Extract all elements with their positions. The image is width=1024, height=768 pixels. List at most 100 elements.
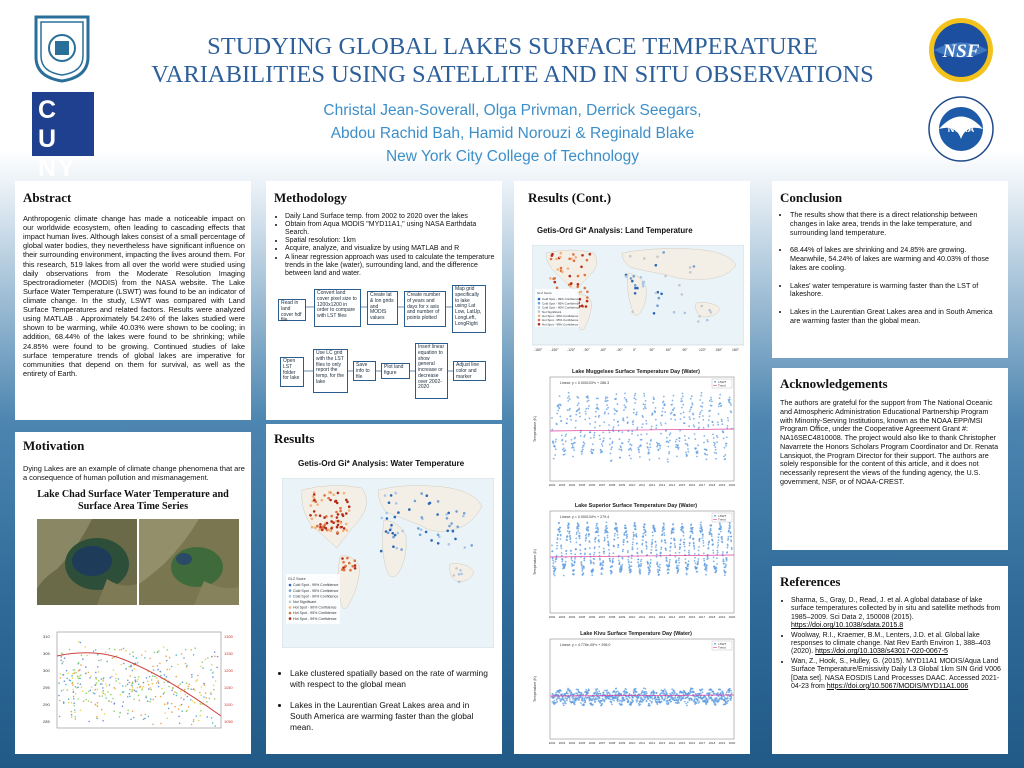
chart-x-tick: 2016 xyxy=(689,741,696,745)
lake-chad-point xyxy=(113,648,116,651)
chart-point xyxy=(682,534,685,537)
map-dot xyxy=(581,254,584,257)
lake-chad-point xyxy=(60,690,63,692)
lake-chad-point xyxy=(200,665,202,668)
chart-point xyxy=(562,453,565,456)
chart-point xyxy=(712,433,714,436)
chart-point xyxy=(730,546,733,549)
chart-point xyxy=(638,564,641,567)
chart-point xyxy=(707,547,710,549)
acknowledgements-text: The authors are grateful for the support… xyxy=(780,398,999,487)
chart-point xyxy=(718,522,721,525)
map-dot xyxy=(339,506,342,510)
lake-chad-point xyxy=(123,662,125,665)
map-dot xyxy=(336,519,340,523)
chart-point xyxy=(595,527,597,529)
chart-point xyxy=(592,562,595,565)
map-x-tick: 90° xyxy=(683,348,689,352)
chart-point xyxy=(598,414,600,417)
chart-point xyxy=(629,447,632,450)
lake-chad-point xyxy=(87,671,90,674)
chart-point xyxy=(577,402,580,405)
results-bullet-1: Lake clustered spatially based on the ra… xyxy=(290,668,492,690)
map-dot xyxy=(344,564,347,568)
legend-item: Hot Spot - 99% Confidence xyxy=(542,322,579,326)
chart-point xyxy=(635,413,638,416)
lake-chad-point xyxy=(203,682,205,685)
chart-x-tick: 2017 xyxy=(699,615,706,619)
chart-point xyxy=(693,560,696,562)
lake-chad-point xyxy=(137,694,140,697)
lake-chad-point xyxy=(122,691,125,693)
chart-point xyxy=(730,697,733,699)
chart-point xyxy=(722,437,725,440)
chart-point xyxy=(729,699,732,701)
chart-point xyxy=(705,567,708,569)
chart-point xyxy=(586,395,589,397)
lake-chad-point xyxy=(113,710,115,712)
chart-point xyxy=(584,539,587,542)
map-dot xyxy=(629,277,633,280)
chart-point xyxy=(711,421,714,424)
flow-step-1: Read in land cover hdf file xyxy=(278,299,306,323)
legend-swatch xyxy=(537,322,541,326)
map-dot xyxy=(345,522,348,526)
lake-chad-point xyxy=(100,708,103,711)
noaa-logo-text: NOAA xyxy=(948,124,975,134)
lake-chad-point xyxy=(146,700,149,702)
chart-point xyxy=(730,411,733,414)
chart-point xyxy=(609,452,612,455)
chart-point xyxy=(555,423,558,426)
lake-chad-point xyxy=(104,651,107,654)
lake-chad-point xyxy=(185,666,188,668)
chart-point xyxy=(698,426,700,429)
reference-1-link[interactable]: https://doi.org/10.1038/sdata.2015.8 xyxy=(791,622,904,630)
chart-point xyxy=(614,532,616,535)
chart-point xyxy=(600,563,602,565)
chart-point xyxy=(638,448,640,451)
chart-point xyxy=(554,567,557,570)
chart-point xyxy=(644,692,646,695)
chart-point xyxy=(649,565,652,568)
motivation-text: Dying Lakes are an example of climate ch… xyxy=(23,464,245,483)
chart-point xyxy=(648,452,651,455)
chart-point xyxy=(603,552,605,555)
lake-chad-point xyxy=(112,697,114,700)
chart-point xyxy=(667,571,670,574)
chart-point xyxy=(643,406,646,408)
chart-point xyxy=(572,695,575,698)
chart-point xyxy=(608,554,611,557)
lake-chad-point xyxy=(199,691,201,694)
chart-point xyxy=(598,545,601,548)
chart-point xyxy=(658,566,661,569)
map-dot xyxy=(353,567,357,570)
chart-point xyxy=(554,440,557,443)
chart-point xyxy=(697,549,700,552)
chart-point xyxy=(571,446,573,449)
lake-chad-point xyxy=(90,675,92,677)
map-dot xyxy=(348,561,351,565)
chart-point xyxy=(674,418,677,421)
lake-chad-point xyxy=(74,686,77,688)
chart-point xyxy=(723,696,726,699)
map-dot xyxy=(347,505,351,508)
chart-point xyxy=(623,404,626,407)
chart-point xyxy=(575,419,577,422)
chart-point xyxy=(599,692,602,695)
chart-point xyxy=(684,558,687,560)
lake-chad-point xyxy=(75,672,77,674)
chart-x-tick: 2006 xyxy=(589,615,596,619)
chart-point xyxy=(706,700,709,702)
chart-point xyxy=(717,536,720,538)
lake-chad-point xyxy=(149,698,152,700)
lake-chad-point xyxy=(191,700,194,702)
chart-point xyxy=(554,560,557,563)
chart-point xyxy=(593,558,596,560)
map-dot xyxy=(401,529,404,533)
lake-chad-point xyxy=(88,690,90,693)
reference-3-link[interactable]: https://doi.org/10.5067/MODIS/MYD11A1.00… xyxy=(826,682,969,690)
reference-2-link[interactable]: https://doi.org/10.1038/s43017-020-0067-… xyxy=(815,648,948,656)
lake-chad-point xyxy=(67,698,70,700)
chart-point xyxy=(660,548,663,550)
chart-point xyxy=(723,455,725,458)
